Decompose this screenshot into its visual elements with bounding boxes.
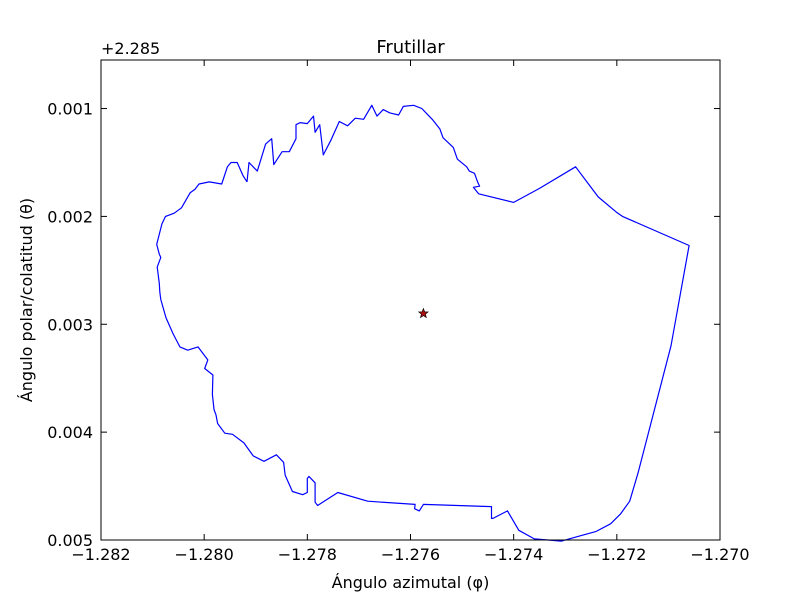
y-axis-label: Ángulo polar/colatitud (θ) bbox=[17, 198, 36, 402]
y-tick-label: 0.003 bbox=[47, 315, 93, 334]
y-tick-label: 0.001 bbox=[47, 100, 93, 119]
x-tick-label: −1.276 bbox=[381, 545, 440, 564]
y-tick-label: 0.002 bbox=[47, 207, 93, 226]
chart-title: Frutillar bbox=[376, 37, 445, 58]
center-star-marker bbox=[417, 307, 429, 319]
x-axis-ticks: −1.282 −1.280 −1.278 −1.276 −1.274 −1.272 −1.2… bbox=[71, 60, 750, 564]
x-tick-label: −1.270 bbox=[690, 545, 749, 564]
y-offset-label: +2.285 bbox=[101, 39, 160, 58]
y-tick-label: 0.005 bbox=[47, 531, 93, 550]
x-tick-label: −1.280 bbox=[175, 545, 234, 564]
x-axis-label: Ángulo azimutal (φ) bbox=[332, 573, 490, 592]
plot-area bbox=[101, 60, 720, 540]
y-axis-ticks: 0.001 0.002 0.003 0.004 0.005 bbox=[47, 100, 720, 550]
x-tick-label: −1.278 bbox=[278, 545, 337, 564]
x-tick-label: −1.274 bbox=[484, 545, 543, 564]
x-tick-label: −1.282 bbox=[71, 545, 130, 564]
boundary-line bbox=[156, 104, 690, 542]
boundary-lines bbox=[156, 104, 690, 542]
x-tick-label: −1.272 bbox=[587, 545, 646, 564]
center-markers bbox=[417, 307, 429, 319]
y-tick-label: 0.004 bbox=[47, 423, 93, 442]
